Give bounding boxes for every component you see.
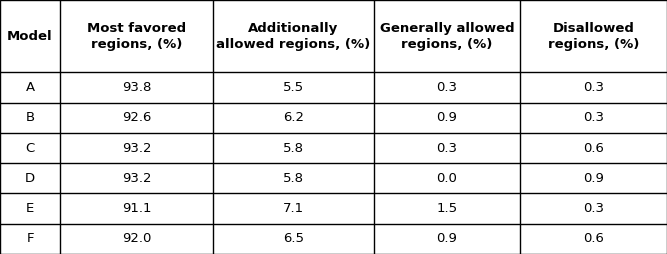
Text: 92.0: 92.0 bbox=[122, 232, 151, 245]
Text: 93.2: 93.2 bbox=[122, 172, 151, 185]
Text: 0.3: 0.3 bbox=[583, 202, 604, 215]
Text: 0.3: 0.3 bbox=[436, 81, 458, 94]
Text: 0.9: 0.9 bbox=[436, 111, 458, 124]
Bar bbox=[0, 224, 60, 254]
Bar bbox=[520, 163, 667, 194]
Bar bbox=[374, 224, 520, 254]
Text: B: B bbox=[25, 111, 35, 124]
Text: 91.1: 91.1 bbox=[122, 202, 151, 215]
Text: 93.2: 93.2 bbox=[122, 141, 151, 155]
Bar bbox=[374, 194, 520, 224]
Bar bbox=[213, 224, 374, 254]
Bar bbox=[520, 194, 667, 224]
Text: D: D bbox=[25, 172, 35, 185]
Bar bbox=[213, 103, 374, 133]
Text: 7.1: 7.1 bbox=[283, 202, 304, 215]
Bar bbox=[60, 103, 213, 133]
Text: 92.6: 92.6 bbox=[122, 111, 151, 124]
Text: 0.6: 0.6 bbox=[583, 141, 604, 155]
Text: C: C bbox=[25, 141, 35, 155]
Bar bbox=[213, 0, 374, 72]
Text: 6.2: 6.2 bbox=[283, 111, 304, 124]
Bar bbox=[60, 163, 213, 194]
Bar bbox=[213, 133, 374, 163]
Text: A: A bbox=[25, 81, 35, 94]
Bar bbox=[374, 103, 520, 133]
Text: Model: Model bbox=[7, 30, 53, 43]
Bar bbox=[60, 194, 213, 224]
Bar bbox=[374, 0, 520, 72]
Bar bbox=[520, 224, 667, 254]
Bar bbox=[374, 133, 520, 163]
Text: 0.3: 0.3 bbox=[583, 111, 604, 124]
Text: Most favored
regions, (%): Most favored regions, (%) bbox=[87, 22, 186, 51]
Text: 6.5: 6.5 bbox=[283, 232, 304, 245]
Text: E: E bbox=[26, 202, 34, 215]
Bar bbox=[60, 0, 213, 72]
Text: Additionally
allowed regions, (%): Additionally allowed regions, (%) bbox=[216, 22, 371, 51]
Text: 0.0: 0.0 bbox=[436, 172, 458, 185]
Bar bbox=[374, 163, 520, 194]
Bar bbox=[213, 194, 374, 224]
Bar bbox=[520, 72, 667, 103]
Bar bbox=[60, 72, 213, 103]
Text: 5.5: 5.5 bbox=[283, 81, 304, 94]
Text: 93.8: 93.8 bbox=[122, 81, 151, 94]
Bar bbox=[0, 0, 60, 72]
Text: 0.3: 0.3 bbox=[436, 141, 458, 155]
Bar bbox=[0, 194, 60, 224]
Text: 0.9: 0.9 bbox=[583, 172, 604, 185]
Bar bbox=[0, 103, 60, 133]
Text: Generally allowed
regions, (%): Generally allowed regions, (%) bbox=[380, 22, 514, 51]
Text: 5.8: 5.8 bbox=[283, 141, 304, 155]
Text: 0.3: 0.3 bbox=[583, 81, 604, 94]
Text: 5.8: 5.8 bbox=[283, 172, 304, 185]
Text: Disallowed
regions, (%): Disallowed regions, (%) bbox=[548, 22, 639, 51]
Bar bbox=[0, 163, 60, 194]
Bar bbox=[374, 72, 520, 103]
Text: F: F bbox=[26, 232, 34, 245]
Text: 1.5: 1.5 bbox=[436, 202, 458, 215]
Text: 0.9: 0.9 bbox=[436, 232, 458, 245]
Bar bbox=[520, 103, 667, 133]
Bar bbox=[520, 133, 667, 163]
Bar bbox=[213, 72, 374, 103]
Bar bbox=[520, 0, 667, 72]
Bar bbox=[0, 133, 60, 163]
Text: 0.6: 0.6 bbox=[583, 232, 604, 245]
Bar bbox=[60, 133, 213, 163]
Bar bbox=[60, 224, 213, 254]
Bar bbox=[0, 72, 60, 103]
Bar bbox=[213, 163, 374, 194]
